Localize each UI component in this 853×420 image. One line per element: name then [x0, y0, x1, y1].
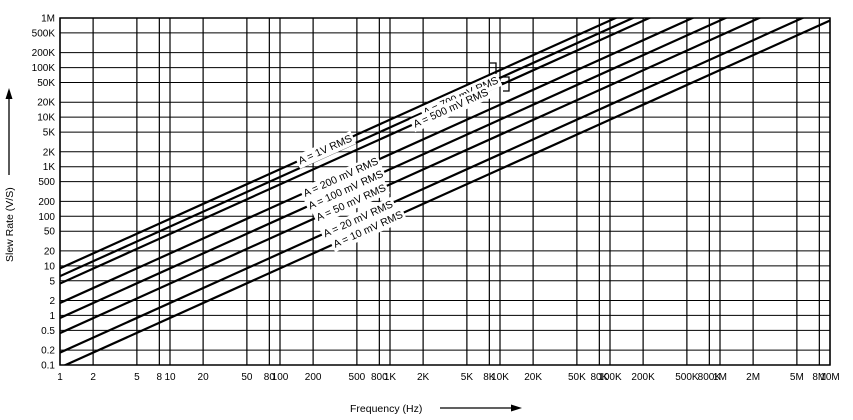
y-tick-label: 0.2 [41, 346, 55, 357]
x-tick-label: 1K [384, 372, 397, 383]
x-tick-label: 50 [241, 372, 253, 383]
y-tick-label: 50 [44, 227, 56, 238]
y-tick-label: 1K [43, 162, 56, 173]
x-tick-label: 100 [272, 372, 289, 383]
x-tick-label: 1 [57, 372, 63, 383]
x-tick-label: 50K [568, 372, 586, 383]
x-tick-label: 10M [820, 372, 839, 383]
x-tick-label: 800K [698, 372, 722, 383]
series-line [60, 18, 619, 270]
series-line [60, 18, 696, 305]
y-tick-label: 1 [49, 311, 55, 322]
series-line [60, 18, 636, 278]
x-tick-label: 5M [790, 372, 804, 383]
series-line [60, 18, 762, 335]
x-tick-label: 8K [483, 372, 496, 383]
x-axis-arrow [440, 404, 522, 412]
y-tick-label: 2K [43, 147, 56, 158]
y-tick-label: 1M [41, 14, 55, 25]
y-axis-arrow [5, 88, 13, 175]
x-tick-label: 8M [812, 372, 826, 383]
series-line [60, 18, 729, 319]
y-tick-label: 20 [44, 246, 56, 257]
x-tick-label: 80 [264, 372, 276, 383]
x-tick-label: 8 [157, 372, 163, 383]
y-tick-label: 50K [37, 78, 55, 89]
y-tick-label: 0.5 [41, 326, 55, 337]
series-label-background [299, 153, 383, 202]
x-tick-label: 2M [746, 372, 760, 383]
series-lines [60, 18, 830, 365]
bracket-500mv [503, 76, 510, 92]
plot-frame [59, 17, 831, 366]
x-tick-label: 2K [417, 372, 430, 383]
x-tick-label: 100K [598, 372, 622, 383]
x-tick-label: 5 [134, 372, 140, 383]
grid [59, 17, 831, 366]
series-line [60, 18, 806, 354]
x-tick-label: 800 [371, 372, 388, 383]
series-line [60, 18, 652, 285]
y-tick-label: 100 [38, 212, 55, 223]
series-label-background [304, 166, 388, 215]
x-tick-label: 20K [524, 372, 542, 383]
x-tick-label: 2 [90, 372, 96, 383]
y-axis-title: Slew Rate (V/S) [4, 187, 16, 262]
x-tick-label: 5K [461, 372, 474, 383]
series-label-background [312, 180, 391, 226]
y-tick-label: 500 [38, 177, 55, 188]
y-tick-label: 0.1 [41, 361, 55, 372]
y-tick-label: 200K [32, 48, 56, 59]
x-tick-label: 10 [164, 372, 176, 383]
y-tick-label: 500K [32, 28, 56, 39]
series-label-text: A = 1V RMS [297, 133, 354, 168]
series-line [62, 19, 830, 365]
x-tick-label: 80K [590, 372, 608, 383]
x-tick-label: 200K [631, 372, 655, 383]
x-tick-label: 500 [349, 372, 366, 383]
x-tick-label: 10K [491, 372, 509, 383]
y-tick-label: 20K [37, 98, 55, 109]
y-tick-label: 10K [37, 113, 55, 124]
x-tick-label: 20 [198, 372, 210, 383]
series-label-background [329, 207, 408, 253]
x-tick-label: 500K [675, 372, 699, 383]
series-label-background [319, 196, 398, 242]
y-tick-label: 5 [49, 276, 55, 287]
y-tick-label: 2 [49, 296, 55, 307]
y-tick-label: 10 [44, 261, 56, 272]
y-tick-label: 5K [43, 128, 56, 139]
x-axis-title: Frequency (Hz) [350, 403, 422, 415]
series-label-background [294, 130, 357, 169]
x-tick-label: 1M [713, 372, 727, 383]
y-tick-label: 100K [32, 63, 56, 74]
bracket-700mv [490, 62, 497, 74]
y-tick-labels: 0.1 0.2 0.5 1 2 5 10 20 50 100 200 500 1K 2K 5K 10K 20K 5… [32, 14, 56, 372]
x-tick-label: 200 [305, 372, 322, 383]
series-label-background [409, 84, 493, 133]
y-tick-label: 200 [38, 197, 55, 208]
